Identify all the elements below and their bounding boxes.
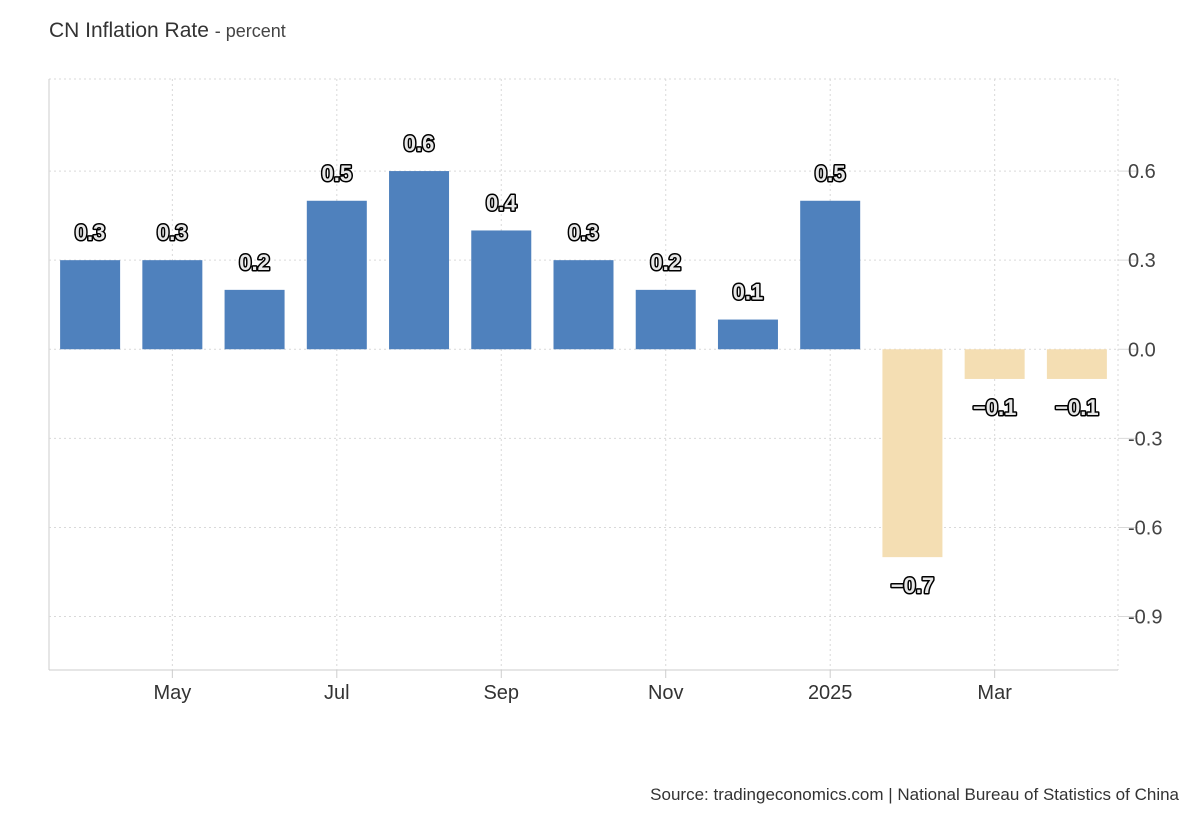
bar (800, 200, 861, 350)
y-tick-label: -0.3 (1128, 428, 1162, 450)
chart-title: CN Inflation Rate - percent (49, 19, 286, 43)
y-tick-label: 0.3 (1128, 250, 1156, 272)
x-tick-label: Jul (324, 682, 350, 704)
bar (717, 319, 778, 350)
data-label: −0.1 (973, 395, 1016, 420)
chart-title-text: CN Inflation Rate (49, 19, 209, 42)
data-label: −0.7 (891, 573, 934, 598)
data-label: 0.3 (568, 220, 599, 245)
bar (224, 289, 285, 350)
bar (142, 260, 203, 350)
y-tick-label: 0.0 (1128, 339, 1156, 361)
data-label: 0.5 (815, 161, 846, 186)
bar (306, 200, 367, 350)
data-label: 0.1 (733, 280, 764, 305)
x-tick-label: Mar (977, 682, 1012, 704)
bar (60, 260, 121, 350)
y-tick-label: 0.6 (1128, 161, 1156, 183)
x-tick-label: May (153, 682, 191, 704)
bar (471, 230, 532, 350)
source-note: Source: tradingeconomics.com | National … (650, 785, 1179, 804)
data-label: 0.3 (75, 220, 106, 245)
y-tick-label: -0.9 (1128, 607, 1162, 629)
data-label: 0.4 (486, 190, 517, 215)
data-label: 0.6 (404, 131, 435, 156)
y-tick-label: -0.6 (1128, 517, 1162, 539)
data-label: 0.3 (157, 220, 188, 245)
data-label: 0.2 (650, 250, 681, 275)
bar (882, 349, 943, 558)
bar (389, 171, 450, 350)
bar (553, 260, 614, 350)
x-tick-label: Nov (648, 682, 684, 704)
bar (635, 289, 696, 350)
x-tick-label: 2025 (808, 682, 853, 704)
data-label: 0.5 (322, 161, 353, 186)
data-label: 0.2 (239, 250, 270, 275)
bar (1046, 349, 1107, 379)
data-label: −0.1 (1055, 395, 1098, 420)
x-tick-label: Sep (483, 682, 519, 704)
bar (964, 349, 1025, 379)
chart-title-unit: - percent (214, 21, 286, 41)
